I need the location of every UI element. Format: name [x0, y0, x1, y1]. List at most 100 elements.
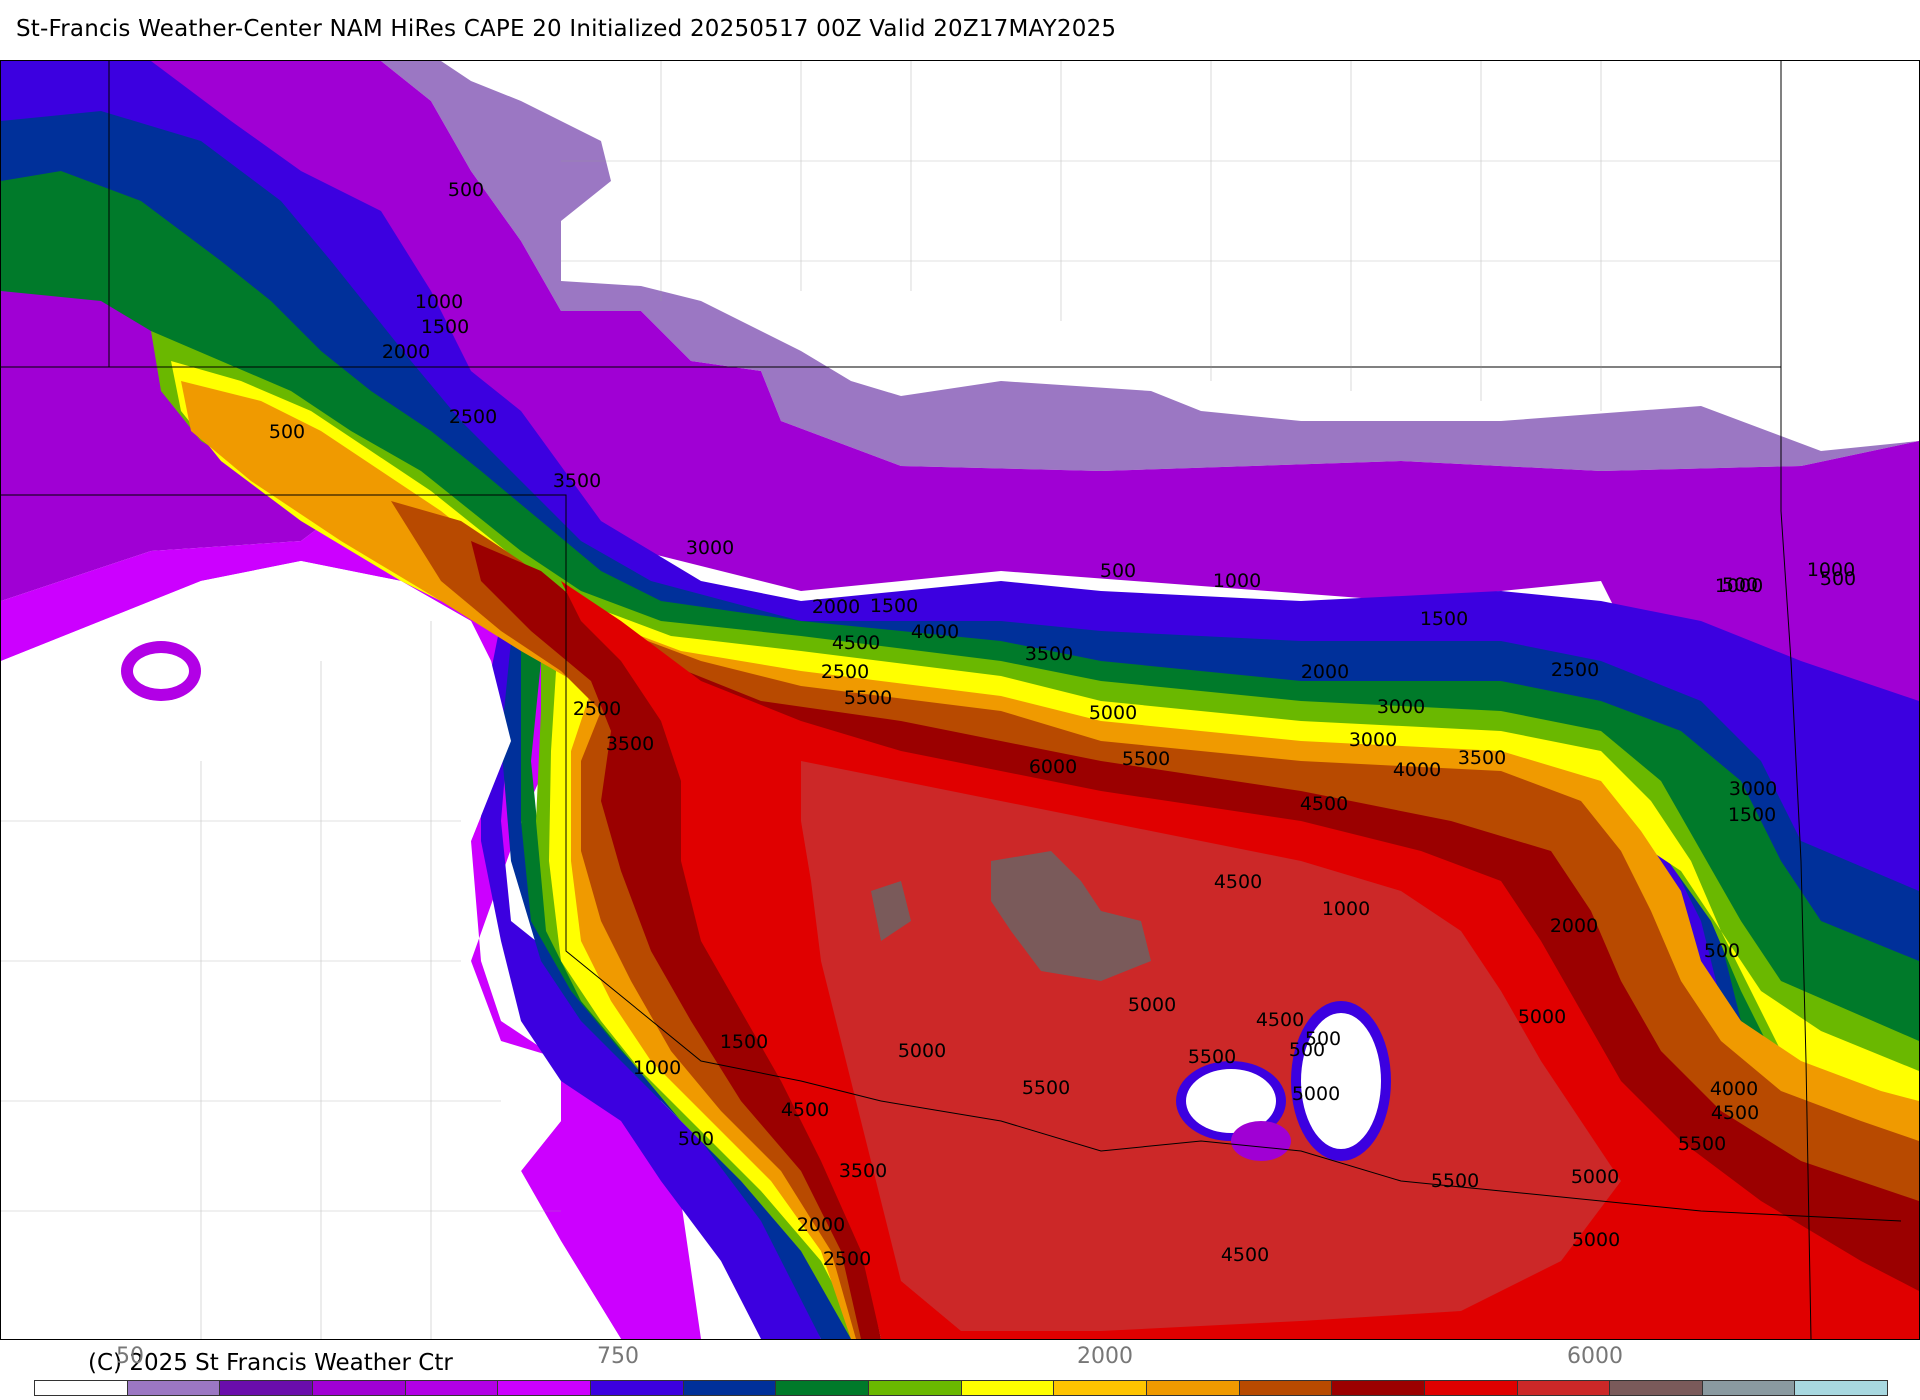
contour-label: 3500	[606, 733, 654, 755]
cape-band-blue	[1, 61, 1919, 1339]
colorbar-swatch	[1239, 1381, 1333, 1395]
contour-label: 5000	[1128, 994, 1176, 1016]
contour-label: 3500	[839, 1160, 887, 1182]
colorbar-swatch	[405, 1381, 499, 1395]
contour-label: 2000	[1301, 661, 1349, 683]
contour-label: 1500	[870, 595, 918, 617]
contour-label: 500	[1820, 568, 1856, 590]
contour-label: 500	[1100, 560, 1136, 582]
scale-label: 6000	[1567, 1344, 1623, 1369]
contour-label: 2500	[823, 1248, 871, 1270]
contour-label: 4000	[1393, 759, 1441, 781]
contour-label: 1500	[720, 1031, 768, 1053]
colorbar-scale-labels: 50 750 2000 6000	[0, 1344, 1920, 1370]
colorbar-swatch	[312, 1381, 406, 1395]
contour-label: 5500	[1188, 1046, 1236, 1068]
contour-label: 1000	[633, 1057, 681, 1079]
contour-label: 1000	[1715, 575, 1763, 597]
cape-band-purple	[1, 61, 1919, 711]
contour-label: 3500	[553, 470, 601, 492]
contour-label: 3000	[686, 537, 734, 559]
colorbar-swatch	[127, 1381, 221, 1395]
colorbar-swatch	[590, 1381, 684, 1395]
colorbar-swatch	[1424, 1381, 1518, 1395]
colorbar-swatch	[776, 1381, 869, 1395]
contour-label: 500	[1722, 574, 1758, 596]
state-boundaries	[1, 61, 1902, 1339]
contour-label: 5000	[1571, 1166, 1619, 1188]
contour-label: 1000	[1807, 559, 1855, 581]
contour-label: 2000	[797, 1214, 845, 1236]
contour-label: 3500	[1458, 747, 1506, 769]
contour-label: 4500	[832, 632, 880, 654]
contour-label: 500	[1289, 1039, 1325, 1061]
contour-label: 4500	[1214, 871, 1262, 893]
scale-label: 50	[116, 1344, 144, 1369]
map-title: St-Francis Weather-Center NAM HiRes CAPE…	[16, 16, 1117, 42]
contour-label: 3000	[1349, 729, 1397, 751]
contour-label: 5000	[1572, 1229, 1620, 1251]
colorbar-swatch	[961, 1381, 1055, 1395]
colorbar-swatch	[1146, 1381, 1240, 1395]
contour-label: 4500	[1711, 1102, 1759, 1124]
contour-label: 4500	[781, 1099, 829, 1121]
contour-label: 1500	[421, 316, 469, 338]
contour-label: 2000	[1550, 915, 1598, 937]
contour-label: 500	[269, 421, 305, 443]
county-lines	[1, 61, 1781, 1339]
contour-label: 2500	[573, 698, 621, 720]
contour-label: 2000	[812, 596, 860, 618]
colorbar-swatch	[683, 1381, 777, 1395]
copyright: (C) 2025 St Francis Weather Ctr	[88, 1350, 453, 1376]
colorbar-swatch	[35, 1381, 128, 1395]
contour-label: 5500	[1431, 1170, 1479, 1192]
contour-label: 5000	[1518, 1006, 1566, 1028]
colorbar-swatch	[1702, 1381, 1796, 1395]
contour-label: 2500	[449, 406, 497, 428]
contour-label: 5500	[1122, 748, 1170, 770]
colorbar-swatch	[1517, 1381, 1611, 1395]
colorbar-swatch	[1332, 1381, 1425, 1395]
contour-label: 6000	[1029, 756, 1077, 778]
cape-colorbar	[34, 1380, 1888, 1396]
contour-label: 3000	[1729, 778, 1777, 800]
contour-label: 5000	[1089, 702, 1137, 724]
contour-label: 2500	[1551, 659, 1599, 681]
scale-label: 750	[597, 1344, 639, 1369]
contour-label: 500	[678, 1128, 714, 1150]
contour-label: 5500	[1022, 1077, 1070, 1099]
contour-label: 1500	[1420, 608, 1468, 630]
contour-label: 4500	[1221, 1244, 1269, 1266]
cape-map: 500 1000 1500 2000 500 2500 3500 3000 2000 1500 40…	[0, 60, 1920, 1340]
contour-label: 1000	[1322, 898, 1370, 920]
contour-label: 5500	[1678, 1133, 1726, 1155]
contour-label: 5500	[844, 687, 892, 709]
cape-band-grey-brown-1	[871, 881, 911, 941]
contour-label: 500	[1305, 1028, 1341, 1050]
contour-label: 3500	[1025, 643, 1073, 665]
contour-label: 1000	[415, 291, 463, 313]
colorbar-swatch	[498, 1381, 591, 1395]
contour-label: 2500	[821, 661, 869, 683]
colorbar-swatch	[1054, 1381, 1147, 1395]
contour-label: 500	[1704, 940, 1740, 962]
colorbar-swatch	[868, 1381, 962, 1395]
colorbar-swatch	[1610, 1381, 1703, 1395]
contour-label: 500	[448, 179, 484, 201]
colorbar-swatch	[220, 1381, 313, 1395]
contour-label: 4000	[1710, 1078, 1758, 1100]
scale-label: 2000	[1077, 1344, 1133, 1369]
contour-label: 2000	[382, 341, 430, 363]
contour-label: 4500	[1300, 793, 1348, 815]
contour-label: 5000	[1292, 1083, 1340, 1105]
cape-band-white-top	[441, 61, 1919, 451]
contour-label: 1000	[1213, 570, 1261, 592]
colorbar-swatch	[1795, 1381, 1888, 1395]
cape-band-grey-brown-2	[991, 851, 1151, 981]
contour-label: 1500	[1728, 804, 1776, 826]
contour-label: 5000	[898, 1040, 946, 1062]
contour-label: 3000	[1377, 696, 1425, 718]
west-clear-area	[1, 561, 621, 1339]
